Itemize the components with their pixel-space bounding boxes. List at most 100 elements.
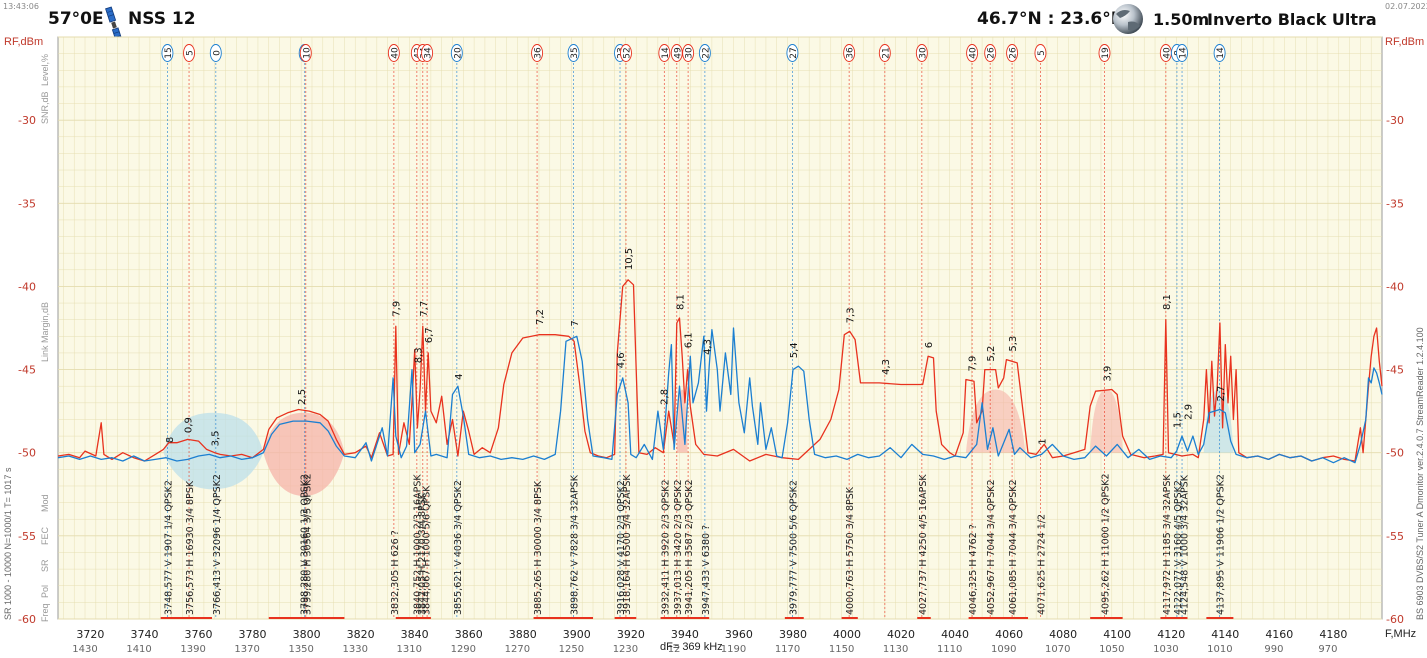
peak-label: 1,5	[1173, 412, 1184, 428]
marker-badge	[421, 44, 434, 62]
peak-label: 8,3	[413, 347, 424, 363]
peak-label: 6	[924, 342, 935, 348]
marker-badge-label: 5	[1037, 50, 1047, 56]
if-tick-label: 1230	[613, 644, 638, 655]
plot-area	[57, 36, 1383, 620]
marker-badge	[1034, 44, 1047, 62]
marker-badge	[966, 44, 979, 62]
right-rf-unit: RF,dBm	[1385, 36, 1425, 48]
y-tick-label-left: -40	[18, 280, 36, 293]
peak-label: 4,3	[702, 339, 713, 355]
x-tick-label: 4120	[1157, 628, 1185, 641]
marker-badge-label: 14	[661, 47, 671, 59]
x-tick-label: 4020	[887, 628, 915, 641]
if-tick-label: 1090	[991, 644, 1016, 655]
transponder-label: 4122,077 V 3160 4/5 QPSK2	[1173, 480, 1184, 615]
peak-label: 2,8	[659, 389, 670, 405]
x-tick-label: 3960	[725, 628, 753, 641]
marker-badge-label: 5	[186, 50, 196, 56]
if-tick-label: 1170	[775, 644, 800, 655]
globe-icon	[1113, 4, 1143, 34]
marker-badge-label: 30	[685, 47, 695, 59]
y-tick-label-right: -35	[1386, 197, 1404, 210]
marker-badge	[682, 44, 695, 62]
marker-badge-label: 22	[701, 47, 711, 58]
if-tick-label: 1150	[829, 644, 854, 655]
x-tick-label: 4160	[1265, 628, 1293, 641]
y-tick-label-right: -50	[1386, 447, 1404, 460]
transponder-label: 3932,411 H 3920 2/3 QPSK2	[660, 479, 671, 615]
transponder-label: 3979,777 V 7500 5/6 QPSK2	[788, 480, 799, 615]
peak-label: 3,5	[211, 430, 222, 446]
marker-badge-label: 10	[302, 47, 312, 59]
transponder-label: 3885,265 H 30000 3/4 8PSK	[533, 480, 544, 615]
marker-badge-label: 14	[1216, 47, 1226, 59]
transponder-label: 4046,325 H 4762 ?	[968, 524, 979, 615]
location-label: 46.7°N : 23.6°E	[977, 9, 1123, 29]
scan-info-label: SR 1000 - 10000 N=1000/1 T= 1017 s	[3, 467, 13, 620]
series-blue-line	[57, 327, 1383, 464]
transponder-label: 4137,895 V 11906 1/2 QPSK2	[1216, 474, 1227, 615]
peak-label: 0,9	[184, 417, 195, 433]
snr-label: SNR,dB	[40, 91, 50, 124]
satellite-name: NSS 12	[128, 9, 196, 29]
marker-badge	[786, 44, 799, 62]
peak-label: 7,3	[846, 307, 857, 323]
margin-label: Link Margin,dB	[40, 301, 50, 362]
peak-label: 2,9	[1183, 404, 1194, 420]
marker-badge-label: 27	[789, 47, 799, 58]
peak-label: 6,7	[424, 327, 435, 343]
if-tick-label: 970	[1318, 644, 1337, 655]
transponder-label: 3766,413 V 32096 1/4 QPSK2	[212, 474, 223, 615]
if-tick-label: 1350	[288, 644, 313, 655]
transponder-label: 3840,752 H 1000 2/3 16APSK	[413, 474, 424, 615]
peak-label: 6,1	[684, 332, 695, 348]
y-tick-label-left: -55	[18, 530, 36, 543]
peak-label: 5,3	[1008, 336, 1019, 352]
marker-badge	[1006, 44, 1019, 62]
peak-label: 3,9	[1102, 366, 1113, 382]
y-tick-label-right: -55	[1386, 530, 1404, 543]
marker-badge-label: 26	[1009, 47, 1019, 59]
transponder-label: 3947,433 V 6380 ?	[701, 525, 712, 615]
satellite-position: 57°0E	[48, 9, 104, 29]
signal-fill	[163, 412, 264, 490]
marker-badge	[698, 44, 711, 62]
if-tick-label: 1270	[505, 644, 530, 655]
marker-badge-label: 26	[987, 47, 997, 59]
df-label: dF= 369 kHz	[660, 641, 723, 653]
y-tick-label-right: -40	[1386, 280, 1404, 293]
dish-size: 1.50m	[1153, 10, 1210, 29]
transponder-label: 4071,625 H 2724 1/2	[1037, 514, 1048, 615]
marker-badge-label: 19	[1101, 47, 1111, 59]
x-tick-label: 4100	[1103, 628, 1131, 641]
transponder-label: 3918,164 H 6500 3/4 32APSK	[622, 474, 633, 615]
series-red-line	[57, 279, 1383, 462]
marker-badge-label: 34	[424, 47, 434, 59]
transponder-label: 3941,205 H 3587 2/3 QPSK2	[684, 479, 695, 615]
transponder-label: 3855,621 V 4036 3/4 QPSK2	[453, 480, 464, 615]
y-tick-label-left: -30	[18, 114, 36, 127]
peak-label: 7	[570, 320, 581, 326]
x-tick-label: 4040	[941, 628, 969, 641]
transponder-label: 3937,013 H 3420 2/3 QPSK2	[673, 479, 684, 615]
x-tick-label: 3720	[76, 628, 104, 641]
transponder-label: 4052,967 H 7044 3/4 QPSK2	[986, 479, 997, 615]
x-tick-label: 4180	[1319, 628, 1347, 641]
marker-badge-label: 30	[918, 47, 928, 59]
transponder-label: 3844,067 H 1000 5/6 QPSK	[422, 485, 433, 615]
marker-badge-label: 49	[673, 47, 683, 59]
peak-label: 4,6	[616, 352, 627, 368]
marker-badge-label: 40	[390, 47, 400, 59]
x-tick-label: 3800	[293, 628, 321, 641]
time-label: 13:43:06	[3, 2, 39, 11]
marker-badge	[915, 44, 928, 62]
peak-label: 10,5	[624, 248, 635, 270]
marker-badge	[450, 44, 463, 62]
peak-label: 7,9	[967, 356, 978, 372]
transponder-label: 3916,028 V 4170 2/3 QPSK2	[616, 480, 627, 615]
if-tick-label: 1430	[72, 644, 97, 655]
x-tick-label: 4060	[995, 628, 1023, 641]
marker-badge-label: 36	[534, 47, 544, 59]
marker-badge	[984, 44, 997, 62]
